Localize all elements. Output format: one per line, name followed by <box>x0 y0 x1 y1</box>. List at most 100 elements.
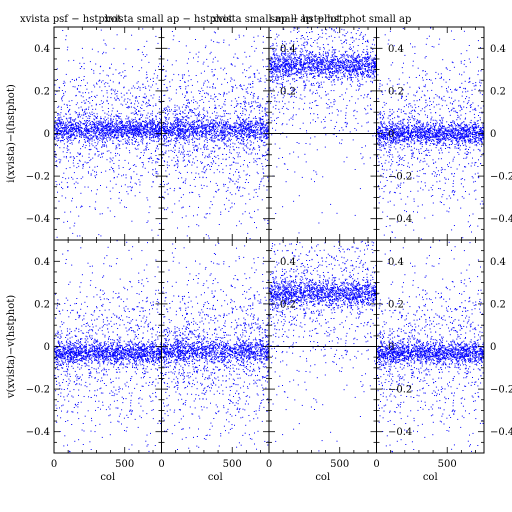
data-point <box>273 65 275 67</box>
data-point <box>165 123 167 125</box>
data-point <box>157 122 159 124</box>
data-point <box>232 129 234 131</box>
data-point <box>239 156 241 158</box>
data-point <box>113 125 115 127</box>
data-point <box>203 121 204 123</box>
data-point <box>173 129 175 131</box>
data-point <box>121 122 123 124</box>
data-point <box>56 128 58 130</box>
data-point <box>178 133 180 135</box>
data-point <box>246 129 248 131</box>
data-point <box>115 99 117 101</box>
data-point <box>78 159 80 161</box>
data-point <box>254 210 255 212</box>
data-point <box>141 128 143 130</box>
data-point <box>86 130 88 132</box>
data-point <box>163 95 165 96</box>
data-point <box>66 138 68 140</box>
data-point <box>98 123 100 125</box>
data-point <box>216 126 218 128</box>
data-point <box>77 182 79 184</box>
data-point <box>254 148 256 150</box>
data-point <box>171 133 173 135</box>
data-point <box>152 97 154 99</box>
data-point <box>195 134 197 136</box>
data-point <box>250 65 252 67</box>
data-point <box>240 85 242 87</box>
data-point <box>208 153 210 155</box>
data-point <box>167 122 169 124</box>
data-point <box>187 99 189 101</box>
data-point <box>61 181 63 183</box>
data-point <box>145 77 147 79</box>
data-point <box>176 119 178 121</box>
data-point <box>150 105 151 106</box>
data-point <box>260 130 262 132</box>
data-point <box>360 71 362 73</box>
data-point <box>119 126 121 128</box>
data-point <box>258 81 260 83</box>
data-point <box>178 134 179 136</box>
data-point <box>89 130 91 132</box>
data-point <box>146 106 148 108</box>
data-point <box>240 165 242 167</box>
data-point <box>115 120 117 122</box>
data-point <box>130 123 131 125</box>
data-point <box>244 101 246 103</box>
data-point <box>263 134 265 136</box>
data-point <box>177 119 179 120</box>
data-point <box>67 130 69 132</box>
data-point <box>70 133 72 135</box>
data-point <box>159 135 160 137</box>
data-point <box>148 212 150 214</box>
data-point <box>265 144 267 146</box>
data-point <box>234 110 236 112</box>
data-point <box>223 204 225 206</box>
data-point <box>86 132 88 133</box>
data-point <box>174 203 176 205</box>
data-point <box>64 133 66 135</box>
data-point <box>126 115 128 117</box>
data-point <box>129 127 131 129</box>
data-point <box>240 128 242 130</box>
data-point <box>210 162 212 164</box>
data-point <box>214 136 215 138</box>
data-point <box>55 161 57 163</box>
data-point <box>234 53 236 55</box>
data-point <box>266 129 268 131</box>
data-point <box>186 140 188 141</box>
data-point <box>235 84 236 86</box>
data-point <box>235 126 237 128</box>
data-point <box>112 107 114 109</box>
data-point <box>163 184 165 186</box>
data-point <box>57 118 59 120</box>
data-point <box>68 135 69 137</box>
data-point <box>87 117 89 119</box>
data-point <box>164 127 166 129</box>
data-point <box>175 141 176 143</box>
data-point <box>249 216 251 218</box>
data-point <box>94 153 96 155</box>
data-point <box>214 134 216 136</box>
data-point <box>247 92 249 94</box>
data-point <box>149 131 151 133</box>
data-point <box>188 136 190 138</box>
data-point <box>159 126 161 128</box>
data-point <box>233 127 235 129</box>
data-point <box>81 101 83 103</box>
data-point <box>120 75 122 77</box>
data-point <box>71 100 73 102</box>
data-point <box>64 127 65 129</box>
data-point <box>139 184 141 186</box>
data-point <box>259 149 260 151</box>
data-point <box>163 181 164 182</box>
data-point <box>251 46 253 47</box>
data-point <box>203 61 205 63</box>
data-point <box>137 122 139 124</box>
data-point <box>159 127 161 129</box>
data-point <box>63 80 65 82</box>
data-point <box>114 93 116 95</box>
data-point <box>245 127 247 129</box>
data-point <box>97 129 99 131</box>
data-point <box>90 131 92 133</box>
